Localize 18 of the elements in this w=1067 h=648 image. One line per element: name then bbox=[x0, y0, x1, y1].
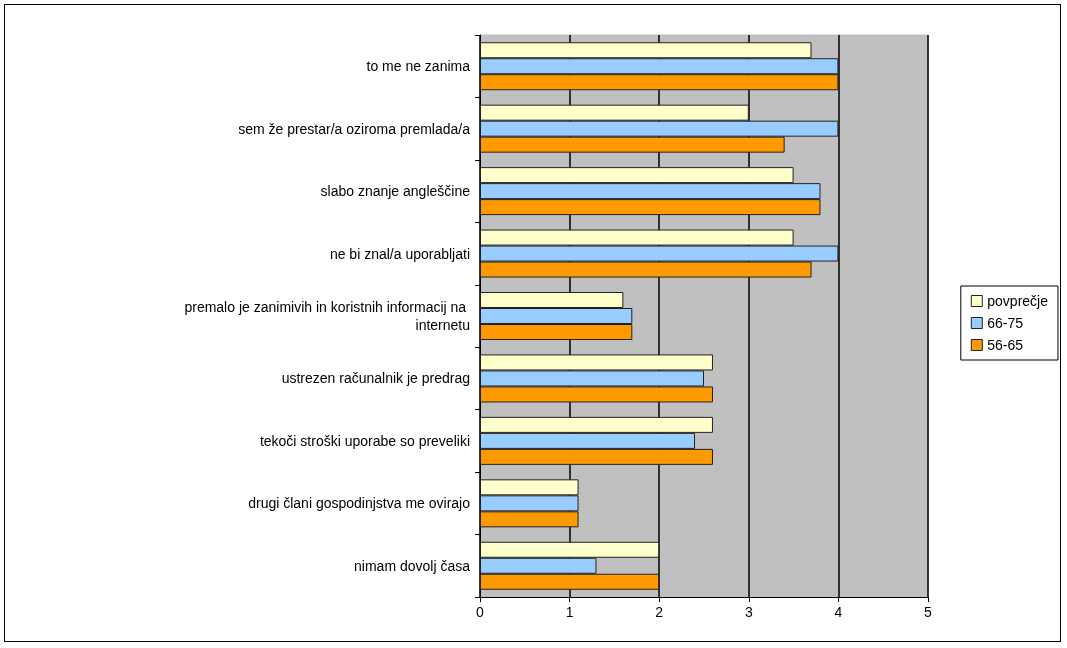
x-tick-label: 4 bbox=[834, 604, 843, 620]
y-tick-label: slabo znanje angleščine bbox=[320, 183, 471, 200]
x-tick-label: 5 bbox=[924, 604, 933, 620]
y-tick-label: to me ne zanima bbox=[366, 58, 471, 75]
y-tick-label: premalo je zanimivih in koristnih informacij na internetu bbox=[184, 299, 470, 333]
legend-label: 66-75 bbox=[987, 315, 1024, 331]
y-tick-label: sem že prestar/a oziroma premlada/a bbox=[238, 120, 471, 137]
y-tick-label: ne bi znal/a uporabljati bbox=[329, 245, 470, 262]
y-tick-label: drugi člani gospodinjstva me ovirajo bbox=[248, 495, 471, 512]
x-tick-label: 1 bbox=[565, 604, 574, 620]
x-tick-label: 2 bbox=[655, 604, 664, 620]
x-tick-label: 0 bbox=[476, 604, 485, 620]
legend-label: povprečje bbox=[987, 293, 1049, 309]
legend-label: 56-65 bbox=[987, 337, 1024, 353]
y-tick-label: nimam dovolj časa bbox=[354, 557, 471, 574]
y-tick-label: ustrezen računalnik je predrag bbox=[281, 370, 470, 387]
y-tick-label: tekoči stroški uporabe so preveliki bbox=[259, 432, 470, 449]
x-tick-label: 3 bbox=[744, 604, 753, 620]
